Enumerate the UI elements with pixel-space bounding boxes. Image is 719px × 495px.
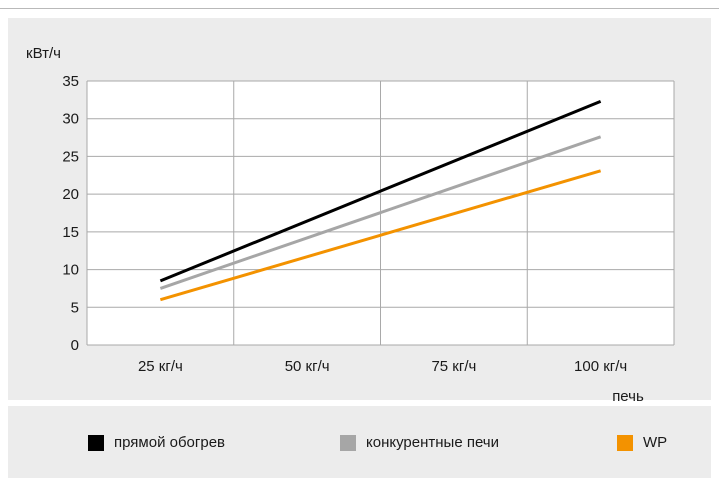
- x-tick-label: 100 кг/ч: [574, 358, 627, 375]
- legend-item-wp: WP: [617, 434, 667, 451]
- series-line-2: [159, 135, 602, 290]
- series-line-1: [159, 99, 602, 283]
- legend-swatch-direct-heating: [88, 434, 104, 451]
- y-tick-label: 0: [71, 337, 79, 354]
- x-tick-label: 25 кг/ч: [138, 358, 183, 375]
- legend-label-direct-heating: прямой обогрев: [114, 434, 226, 451]
- legend-label-competitors: конкурентные печи: [366, 434, 499, 451]
- y-tick-label: 25: [62, 148, 79, 165]
- y-tick-label: 5: [71, 299, 79, 316]
- legend-panel: [8, 406, 711, 478]
- y-tick-label: 35: [62, 73, 79, 90]
- y-tick-label: 10: [62, 262, 79, 279]
- x-axis-label: печь: [612, 388, 644, 405]
- x-tick-label: 75 кг/ч: [431, 358, 476, 375]
- y-axis-label: кВт/ч: [26, 45, 61, 62]
- y-tick-label: 20: [62, 186, 79, 203]
- y-tick-label: 30: [62, 111, 79, 128]
- legend-label-wp: WP: [643, 434, 668, 451]
- legend-item-direct-heating: прямой обогрев: [88, 434, 225, 451]
- x-tick-label: 50 кг/ч: [285, 358, 330, 375]
- legend-swatch-wp: [617, 434, 633, 451]
- top-divider: [0, 8, 719, 9]
- legend-swatch-competitors: [340, 434, 356, 451]
- series-line-3: [159, 169, 602, 302]
- y-tick-label: 15: [62, 224, 79, 241]
- legend-item-competitors: конкурентные печи: [340, 434, 499, 451]
